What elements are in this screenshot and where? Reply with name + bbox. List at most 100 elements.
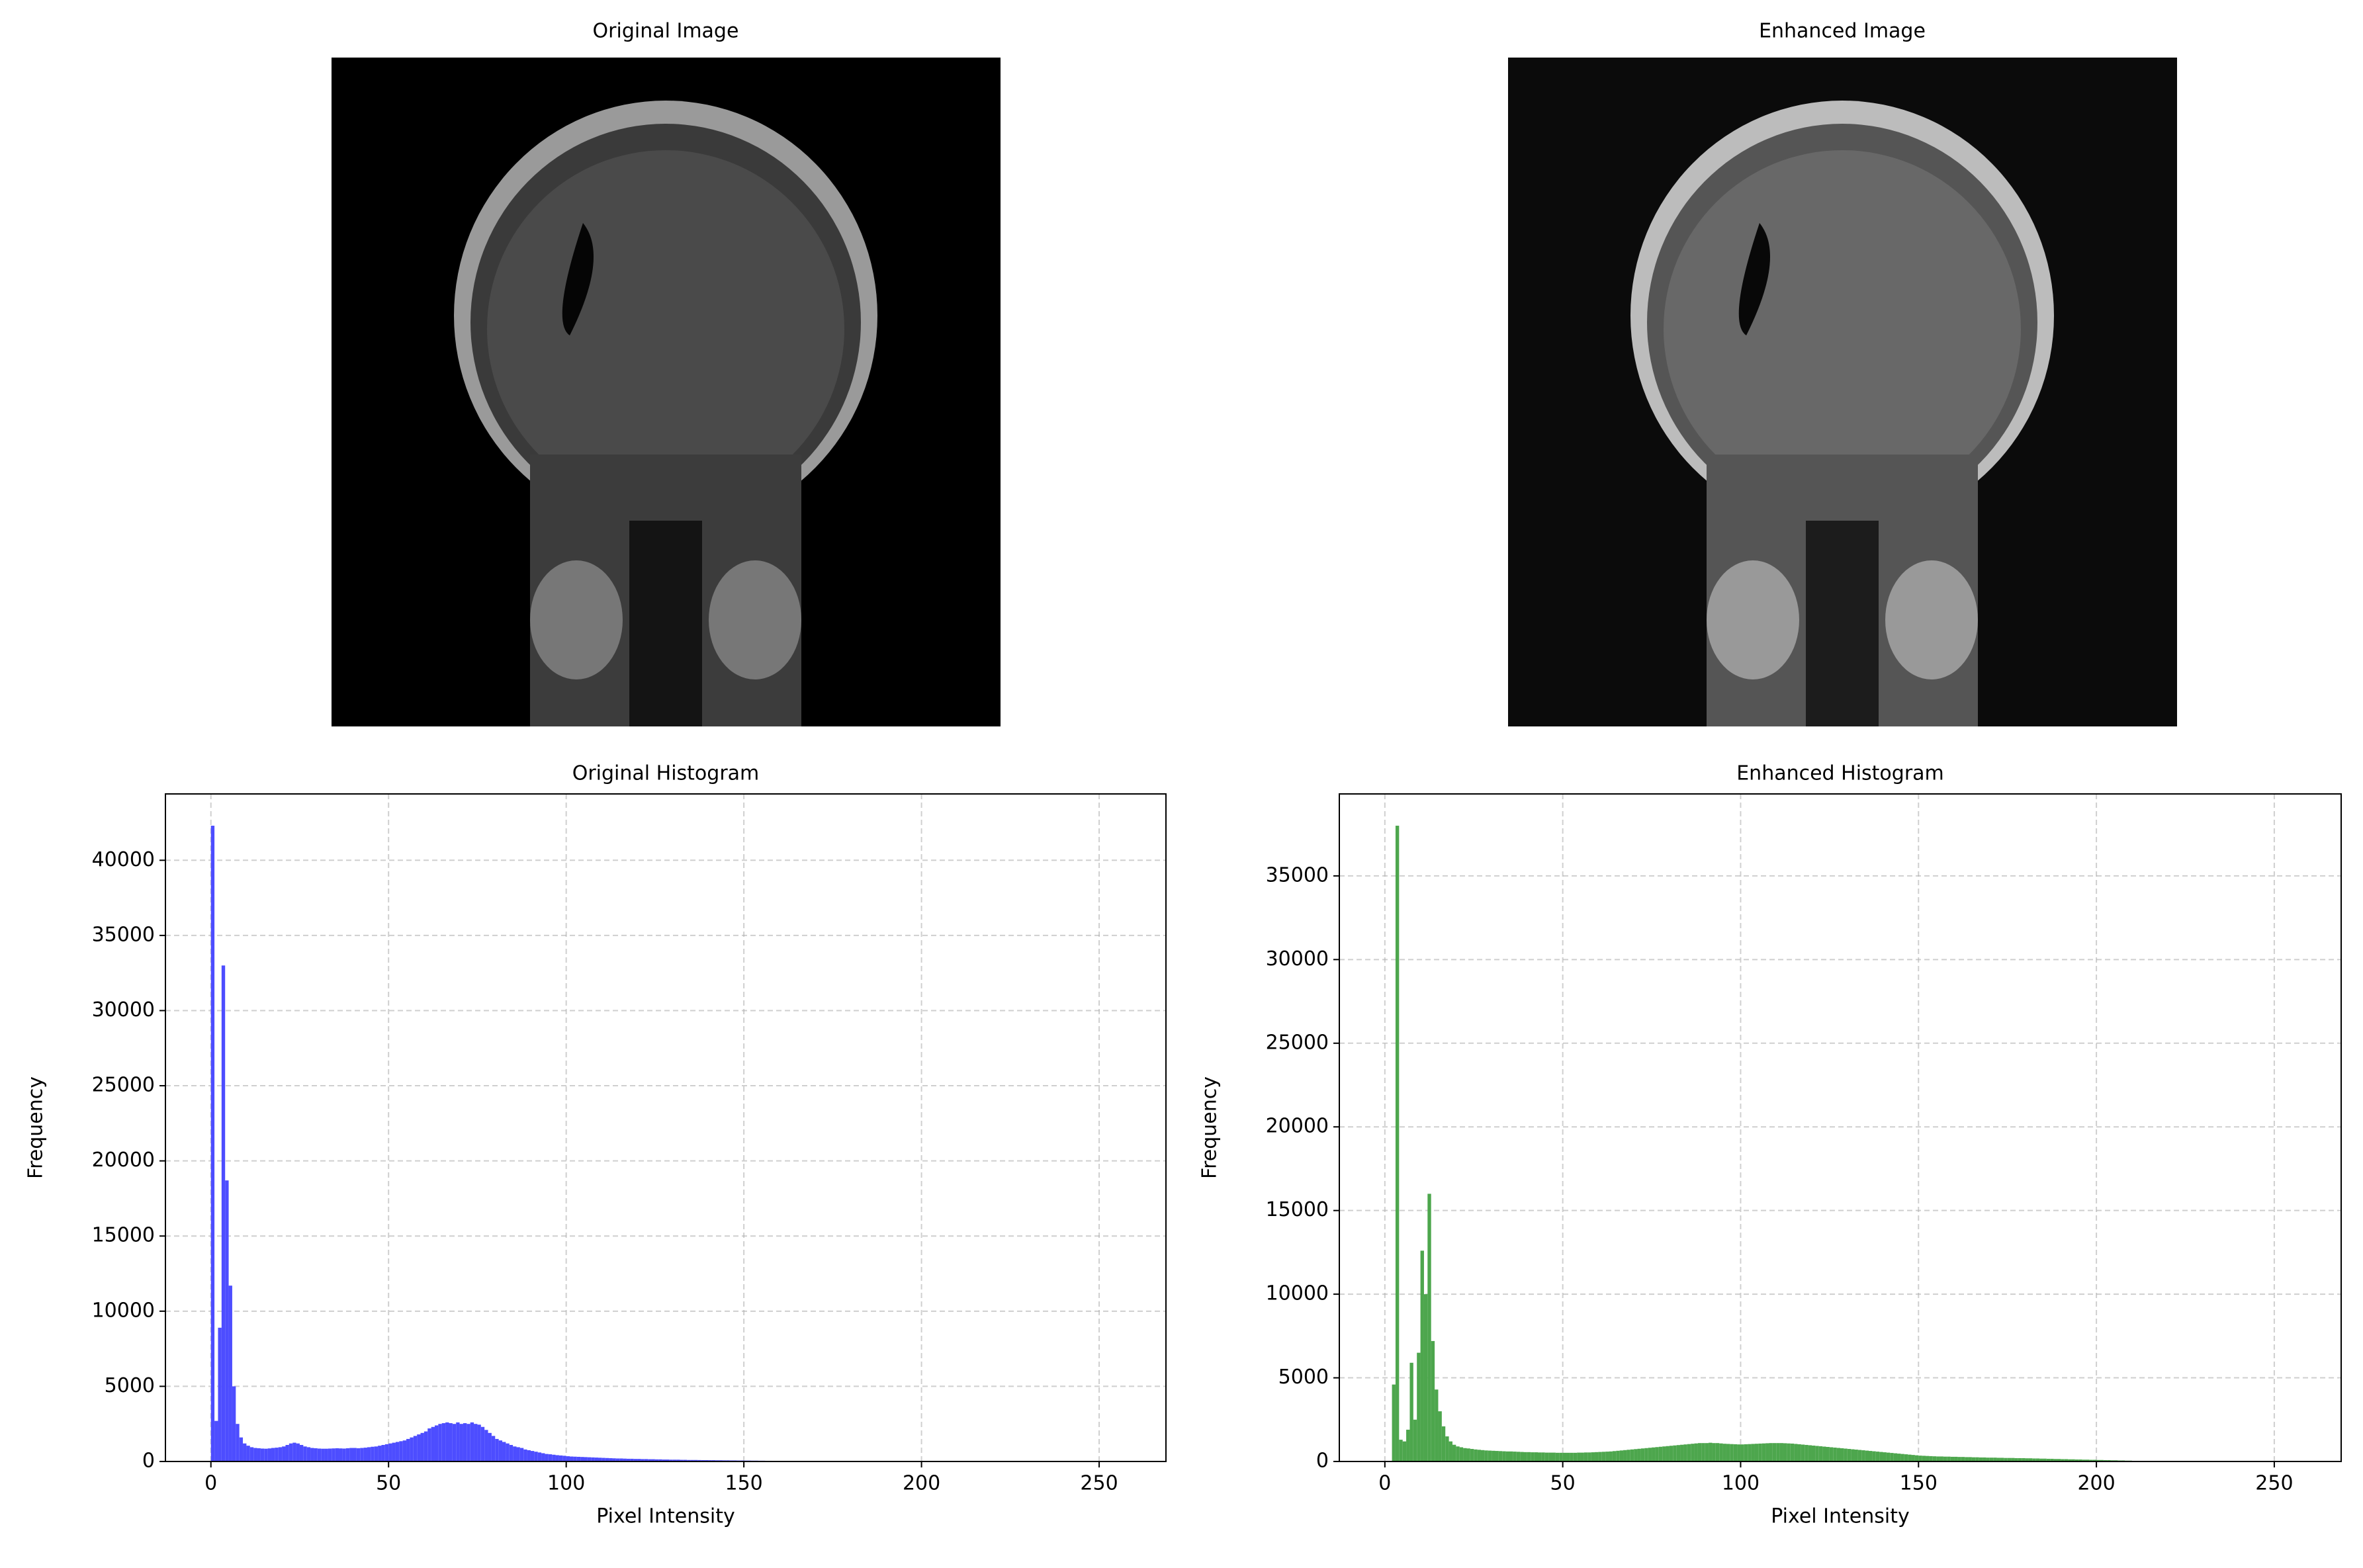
histogram-bar	[519, 1448, 524, 1461]
histogram-bar	[1662, 1446, 1666, 1461]
histogram-bar	[1790, 1443, 1795, 1461]
histogram-bar	[239, 1437, 244, 1461]
histogram-bar	[1573, 1452, 1578, 1461]
histogram-bar	[1797, 1444, 1801, 1461]
histogram-bar	[1890, 1453, 1894, 1461]
histogram-bar	[662, 1459, 666, 1461]
histogram-bar	[1748, 1444, 1752, 1461]
histogram-bar	[2007, 1458, 2012, 1461]
histogram-bar	[1993, 1458, 1997, 1461]
histogram-bar	[644, 1459, 648, 1461]
histogram-bar	[534, 1452, 538, 1461]
histogram-bar	[463, 1423, 467, 1461]
histogram-bar	[576, 1456, 581, 1461]
histogram-bar	[594, 1458, 598, 1461]
histogram-bar	[1772, 1443, 1777, 1461]
histogram-bar	[413, 1436, 418, 1461]
histogram-bar	[1697, 1443, 1702, 1461]
histogram-bar	[1715, 1443, 1720, 1461]
histogram-bar	[402, 1440, 407, 1461]
histogram-bar	[1975, 1457, 1979, 1461]
histogram-bar	[495, 1438, 499, 1461]
histogram-bar	[1634, 1449, 1638, 1461]
x-tick-label: 100	[547, 1472, 585, 1495]
histogram-bar	[1712, 1443, 1716, 1461]
histogram-bar	[1683, 1444, 1687, 1461]
histogram-bar	[2057, 1459, 2061, 1461]
histogram-bar	[2082, 1459, 2086, 1461]
histogram-bar	[1865, 1450, 1869, 1461]
histogram-bar	[1648, 1448, 1652, 1461]
histogram-bar	[221, 965, 226, 1461]
histogram-bar	[651, 1459, 655, 1461]
histogram-bar	[317, 1448, 322, 1461]
histogram-bar	[2043, 1458, 2047, 1461]
histogram-bar	[289, 1443, 293, 1461]
histogram-bar	[1591, 1452, 1595, 1461]
y-tick-label: 25000	[1266, 1031, 1329, 1054]
y-tick-label: 35000	[92, 923, 155, 946]
histogram-bar	[591, 1457, 595, 1461]
histogram-bar	[609, 1458, 613, 1461]
x-tick-label: 150	[1900, 1472, 1938, 1495]
histogram-bar	[498, 1440, 503, 1461]
x-axis-label: Pixel Intensity	[1771, 1505, 1910, 1528]
histogram-bar	[303, 1446, 307, 1461]
histogram-bar	[552, 1454, 556, 1461]
histogram-bar	[1413, 1419, 1417, 1461]
histogram-bar	[406, 1438, 410, 1461]
histogram-bar	[1548, 1452, 1552, 1461]
histogram-bar	[1709, 1442, 1713, 1461]
histogram-bar	[243, 1443, 247, 1461]
histogram-bar	[1769, 1443, 1773, 1461]
histogram-bar	[1616, 1450, 1620, 1461]
histogram-bar	[1612, 1451, 1617, 1461]
histogram-bar	[523, 1449, 527, 1461]
histogram-bar	[570, 1456, 574, 1461]
axes-frame	[165, 793, 1167, 1462]
histogram-bar	[1758, 1443, 1762, 1461]
y-tick-label: 10000	[1266, 1282, 1329, 1305]
histogram-bar	[1587, 1452, 1591, 1461]
histogram-bar	[1495, 1451, 1499, 1461]
histogram-bar	[1840, 1448, 1844, 1461]
x-tick-label: 0	[204, 1472, 217, 1495]
histogram-bar	[502, 1442, 506, 1461]
histogram-bar	[527, 1450, 531, 1461]
histogram-bar	[310, 1448, 314, 1461]
axes-frame	[1339, 793, 2342, 1462]
histogram-bar	[1655, 1447, 1659, 1461]
histogram-bar	[605, 1458, 609, 1461]
histogram-bar	[1441, 1426, 1446, 1461]
histogram-bar	[1908, 1454, 1912, 1461]
histogram-bar	[697, 1459, 701, 1461]
histogram-bar	[1445, 1436, 1449, 1461]
histogram-bar	[491, 1436, 496, 1461]
histogram-bar	[587, 1457, 592, 1461]
histogram-bar	[1751, 1444, 1755, 1461]
original-image	[332, 58, 1001, 726]
histogram-bar	[271, 1448, 275, 1461]
histogram-bar	[452, 1424, 457, 1461]
histogram-bar	[1776, 1443, 1780, 1461]
histogram-bar	[388, 1443, 392, 1461]
histogram-bar	[1989, 1458, 1994, 1461]
histogram-bar	[1950, 1456, 1955, 1461]
histogram-bar	[314, 1448, 318, 1461]
histogram-bar	[1598, 1452, 1602, 1461]
y-tick-label: 30000	[92, 998, 155, 1022]
histogram-bar	[299, 1445, 304, 1461]
histogram-bar	[658, 1459, 662, 1461]
y-tick-label: 15000	[1266, 1198, 1329, 1221]
x-tick-label: 200	[903, 1472, 940, 1495]
histogram-bar	[637, 1459, 641, 1461]
histogram-bar	[210, 826, 215, 1461]
histogram-bar	[328, 1448, 332, 1461]
histogram-bar	[1971, 1457, 1976, 1461]
histogram-bar	[2096, 1459, 2100, 1461]
histogram-bar	[296, 1443, 300, 1461]
y-tick-label: 0	[1316, 1450, 1329, 1473]
histogram-bar	[1869, 1451, 1873, 1461]
histogram-bar	[509, 1445, 513, 1461]
histogram-bar	[459, 1424, 463, 1461]
